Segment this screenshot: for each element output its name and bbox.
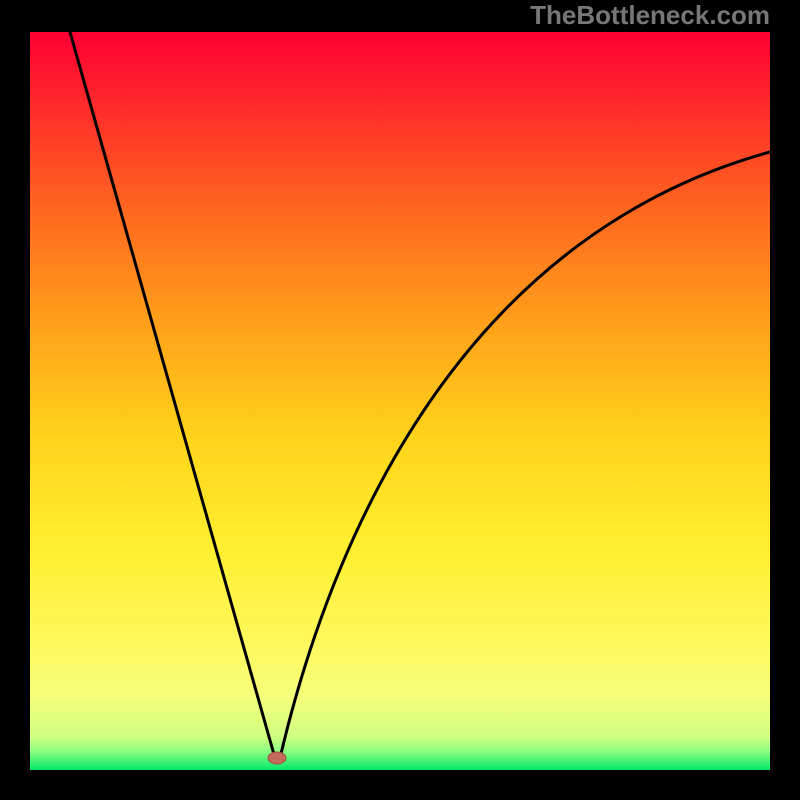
minimum-marker: [268, 752, 286, 764]
watermark-text: TheBottleneck.com: [530, 0, 770, 31]
border-bottom: [0, 770, 800, 800]
bottleneck-curve: [30, 32, 770, 770]
chart-frame: TheBottleneck.com: [0, 0, 800, 800]
border-right: [770, 0, 800, 800]
plot-area: [30, 32, 770, 770]
gradient-background: [30, 32, 770, 770]
border-left: [0, 0, 30, 800]
